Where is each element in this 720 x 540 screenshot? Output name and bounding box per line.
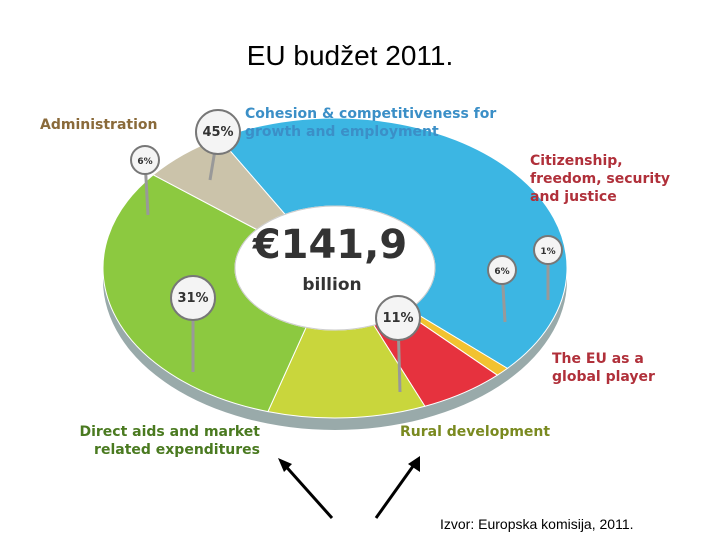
category-label: Direct aids and market related expenditu… (79, 424, 260, 458)
value-label: 6% (494, 267, 509, 277)
value-label: 11% (382, 311, 413, 326)
arrow-head (278, 458, 292, 472)
title: EU budžet 2011. (246, 40, 454, 71)
category-label: The EU as a global player (552, 351, 655, 385)
value-label: 1% (540, 247, 555, 257)
pin-head (130, 145, 160, 175)
category-label: Citizenship, freedom, security and justi… (530, 153, 671, 205)
pin-head (533, 235, 563, 265)
category-label: Rural development (400, 424, 551, 440)
value-label: 31% (177, 291, 208, 306)
center-value: €141,9 (252, 222, 407, 268)
pin-head (375, 295, 421, 341)
donut-hole (234, 205, 436, 331)
pin-head (195, 109, 241, 155)
pin-head (487, 255, 517, 285)
value-label: 45% (202, 125, 233, 140)
donut (102, 117, 568, 430)
arrow-head (408, 456, 420, 472)
pins: 45% 1% 6% 11% 31% 6% (130, 109, 563, 393)
source: Izvor: Europska komisija, 2011. (440, 516, 634, 532)
arrow (280, 461, 334, 519)
category-label: Cohesion & competitiveness for growth an… (245, 106, 497, 140)
value-label: 6% (137, 157, 152, 167)
center-unit: billion (302, 275, 361, 295)
arrow (374, 461, 418, 519)
pin-head (170, 275, 216, 321)
category-label: Administration (40, 117, 158, 133)
